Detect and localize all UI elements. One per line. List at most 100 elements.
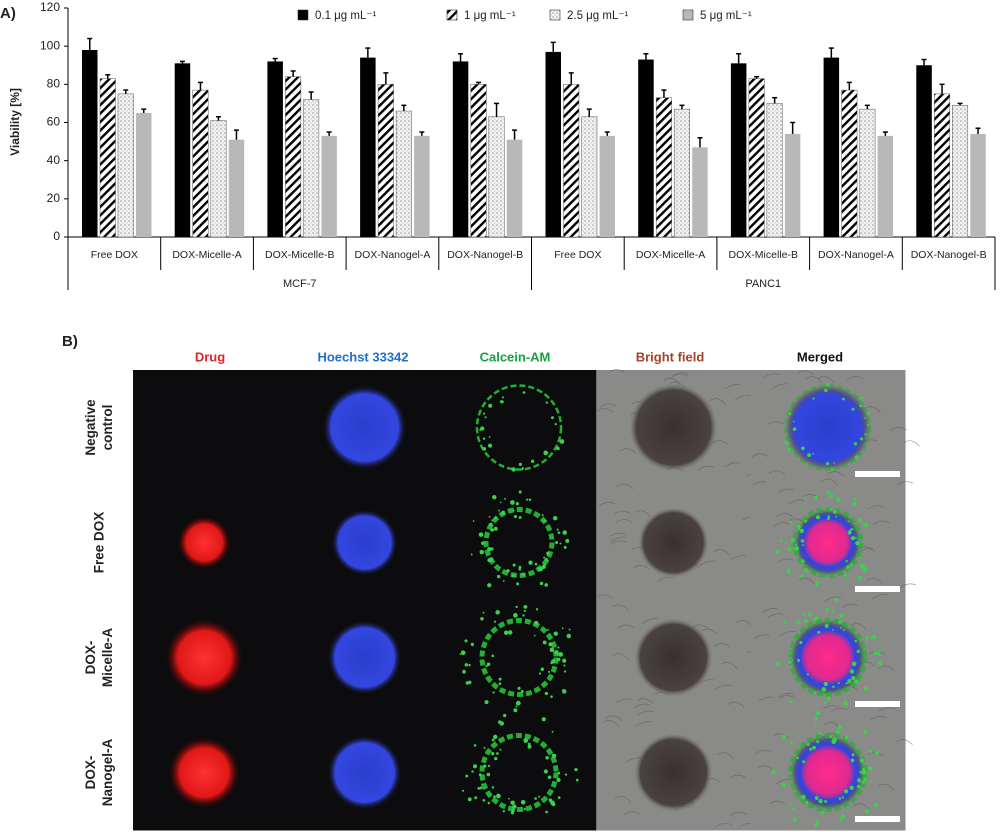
calcein-speck — [523, 609, 527, 612]
calcein-speck — [554, 422, 557, 426]
texture — [821, 478, 838, 486]
calcein-speck — [535, 608, 539, 611]
calcein-speck — [826, 490, 831, 495]
texture — [903, 440, 920, 447]
calcein-speck — [541, 514, 544, 517]
calcein-speck — [480, 617, 484, 621]
calcein-speck — [868, 749, 873, 754]
texture — [608, 369, 626, 374]
texture — [767, 613, 784, 619]
calcein-speck — [523, 604, 528, 609]
calcein-speck — [861, 768, 866, 772]
calcein-speck — [492, 691, 495, 694]
bar — [823, 57, 840, 237]
texture — [599, 403, 617, 408]
calcein-speck — [863, 686, 868, 691]
calcein-speck — [575, 778, 579, 782]
micrograph — [133, 370, 288, 486]
calcein-speck — [809, 747, 813, 751]
calcein-speck — [538, 566, 543, 572]
calcein-speck — [844, 789, 849, 794]
calcein-speck — [865, 635, 869, 640]
bar — [174, 63, 191, 237]
bar — [99, 78, 116, 238]
texture — [878, 665, 895, 671]
group-label: PANC1 — [745, 278, 781, 290]
texture — [773, 733, 790, 740]
column-header: Merged — [797, 349, 843, 364]
calcein-speck — [790, 803, 793, 806]
calcein-speck — [511, 467, 516, 472]
calcein-speck — [801, 794, 806, 800]
calcein-speck — [464, 639, 468, 643]
calcein-speck — [814, 796, 819, 800]
micrograph — [750, 370, 920, 486]
bar — [952, 105, 969, 238]
calcein-speck — [771, 760, 773, 763]
calcein-speck — [562, 658, 567, 663]
calcein-speck — [873, 651, 877, 655]
legend-label: 5 μg mL⁻¹ — [700, 10, 752, 22]
calcein-speck — [542, 640, 547, 645]
calcein-speck — [792, 427, 797, 431]
texture — [633, 703, 650, 709]
calcein-speck — [482, 611, 485, 614]
calcein-speck — [484, 416, 487, 419]
texture — [713, 549, 730, 555]
calcein-speck — [838, 620, 842, 624]
micrograph-background — [441, 600, 597, 716]
calcein-speck — [824, 623, 829, 628]
bar — [859, 108, 876, 238]
row-label: Negative — [83, 399, 98, 456]
bar — [934, 93, 951, 238]
calcein-speck — [518, 462, 523, 466]
calcein-speck — [799, 528, 804, 534]
calcein-speck — [863, 417, 866, 419]
calcein-speck — [835, 729, 841, 734]
calcein-speck — [826, 383, 830, 387]
calcein-speck — [491, 738, 495, 742]
x-tick-label: DOX-Nanogel-B — [911, 249, 987, 261]
calcein-speck — [813, 618, 816, 622]
texture — [771, 383, 788, 390]
texture — [751, 453, 769, 458]
calcein-speck — [510, 811, 515, 815]
legend-swatch — [446, 9, 458, 21]
calcein-speck — [533, 634, 536, 637]
bar — [414, 135, 430, 237]
calcein-ring — [479, 618, 559, 697]
calcein-speck — [853, 442, 858, 446]
calcein-speck — [510, 800, 515, 805]
calcein-speck — [776, 661, 781, 666]
texture — [779, 695, 796, 699]
calcein-speck — [553, 631, 558, 636]
bar — [82, 49, 98, 237]
bar — [877, 135, 894, 237]
calcein-speck — [840, 814, 846, 820]
texture — [618, 624, 635, 629]
texture — [664, 377, 681, 386]
calcein-speck — [513, 515, 517, 519]
calcein-speck — [485, 664, 488, 668]
calcein-speck — [856, 649, 861, 654]
legend-label: 1 μg mL⁻¹ — [464, 10, 516, 22]
bright-spheroid — [629, 383, 718, 472]
micrograph — [441, 485, 597, 601]
texture — [724, 384, 741, 390]
column-header: Drug — [195, 349, 225, 364]
texture — [899, 583, 917, 589]
calcein-speck — [824, 800, 828, 803]
micrograph — [596, 600, 764, 716]
calcein-speck — [486, 772, 491, 777]
bar — [784, 133, 801, 237]
calcein-speck — [873, 546, 876, 548]
micrograph — [750, 596, 906, 717]
texture — [610, 532, 627, 537]
calcein-speck — [562, 530, 568, 535]
calcein-speck — [482, 447, 487, 451]
bar — [970, 133, 986, 237]
calcein-speck — [542, 562, 545, 565]
calcein-speck — [491, 786, 495, 789]
texture — [878, 707, 895, 712]
